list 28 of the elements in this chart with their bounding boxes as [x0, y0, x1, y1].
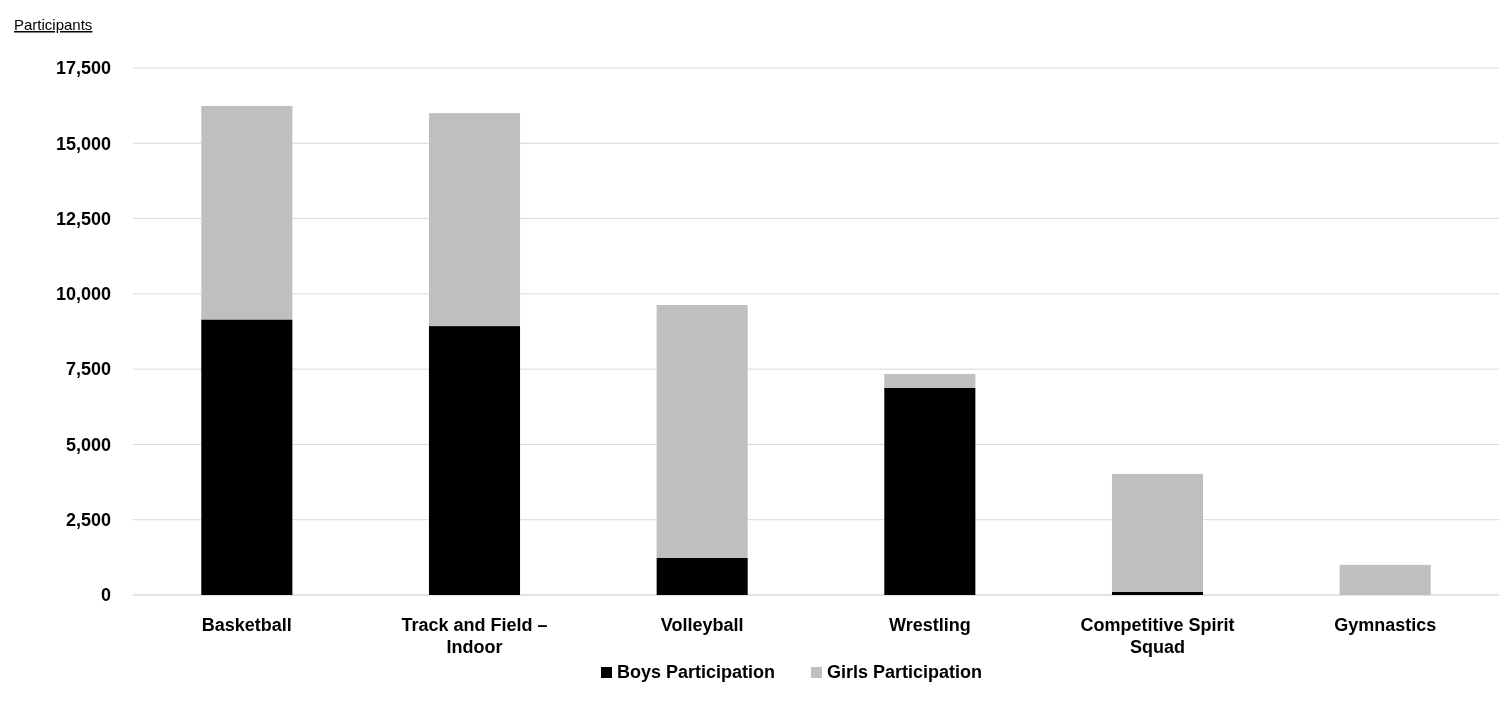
bar — [1339, 564, 1431, 595]
x-tick-label: Track and Field – Indoor — [401, 615, 548, 657]
bar — [1111, 591, 1204, 595]
x-tick-label: Gymnastics — [1334, 615, 1437, 635]
x-tick-label: Volleyball — [660, 615, 744, 635]
bar — [656, 557, 748, 595]
y-tick-label: 17,500 — [55, 58, 111, 79]
bar — [1111, 473, 1204, 592]
bar — [428, 326, 521, 595]
y-axis-title: Participants — [14, 16, 93, 33]
y-tick-label: 7,500 — [65, 359, 111, 380]
y-tick-label: 0 — [100, 585, 111, 606]
legend-label: Boys Participation — [617, 662, 776, 682]
bar — [428, 113, 521, 327]
y-tick-label: 2,500 — [65, 510, 111, 531]
y-tick-label: 10,000 — [55, 284, 111, 305]
bar — [201, 319, 293, 595]
legend-label: Girls Participation — [827, 662, 983, 682]
y-tick-label: 12,500 — [55, 208, 111, 229]
y-tick-label: 5,000 — [65, 434, 111, 455]
bar — [884, 387, 976, 595]
bar — [656, 305, 748, 558]
bar — [884, 373, 976, 388]
x-tick-label: Wrestling — [888, 615, 971, 635]
y-tick-label: 15,000 — [55, 133, 111, 154]
x-tick-label: Competitive Spirit Squad — [1080, 615, 1235, 657]
x-tick-label: Basketball — [201, 615, 292, 635]
bar — [201, 105, 293, 320]
